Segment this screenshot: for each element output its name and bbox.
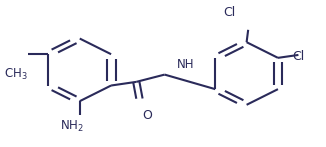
Text: NH$_2$: NH$_2$ — [60, 119, 84, 135]
Text: CH$_3$: CH$_3$ — [4, 67, 28, 82]
Text: NH: NH — [176, 57, 194, 71]
Text: Cl: Cl — [223, 6, 235, 19]
Text: O: O — [142, 109, 152, 122]
Text: Cl: Cl — [292, 50, 304, 63]
